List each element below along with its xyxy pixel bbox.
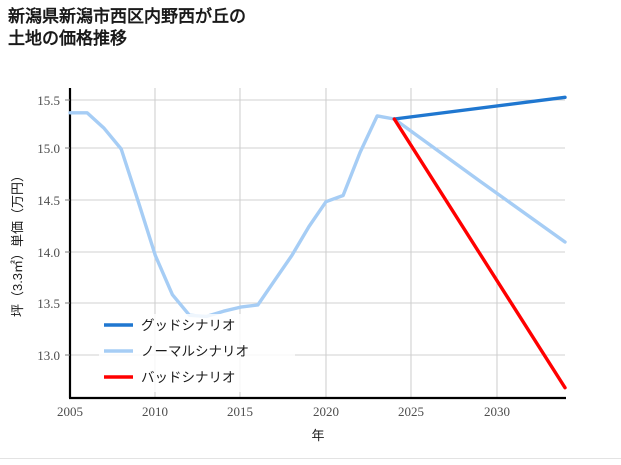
series-line-normal	[68, 111, 567, 319]
legend-label-bad: バッドシナリオ	[141, 370, 236, 385]
series-lines	[68, 95, 567, 390]
page-title: 新潟県新潟市西区内野西が丘の 土地の価格推移	[8, 7, 246, 49]
x-tick-label: 2020	[313, 404, 339, 419]
legend-label-good: グッドシナリオ	[141, 318, 236, 333]
series-line-bad	[392, 117, 567, 390]
y-tick-labels: 15.5 15.0 14.5 14.0 13.5 13.0	[37, 93, 60, 363]
x-axis-title: 年	[311, 428, 324, 443]
y-axis-title: 坪（3.3㎡）単価（万円）	[10, 169, 25, 317]
y-tick-label: 15.5	[37, 93, 60, 108]
legend-label-normal: ノーマルシナリオ	[141, 344, 249, 359]
legend-background	[99, 314, 295, 392]
y-tick-label: 13.5	[37, 296, 60, 311]
y-tick-label: 13.0	[37, 348, 60, 363]
x-tick-label: 2005	[57, 404, 83, 419]
x-tick-label: 2030	[484, 404, 510, 419]
x-tick-label: 2015	[227, 404, 253, 419]
x-tick-labels: 2005 2010 2015 2020 2025 2030	[57, 404, 510, 419]
x-tick-label: 2025	[398, 404, 424, 419]
y-tick-label: 14.5	[37, 193, 60, 208]
y-tick-label: 14.0	[37, 245, 60, 260]
axis-lines	[68, 88, 566, 400]
y-tick-marks	[65, 99, 70, 356]
bottom-divider	[0, 458, 621, 459]
legend: グッドシナリオ ノーマルシナリオ バッドシナリオ	[99, 314, 295, 392]
y-tick-label: 15.0	[37, 141, 60, 156]
x-tick-label: 2010	[142, 404, 168, 419]
series-line-good	[392, 95, 567, 121]
